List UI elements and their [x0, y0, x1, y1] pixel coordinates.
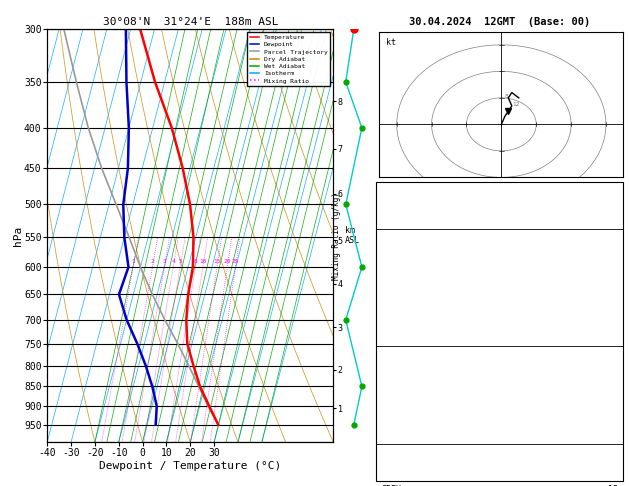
- Text: CAPE (J): CAPE (J): [381, 421, 421, 430]
- Text: CIN (J): CIN (J): [381, 438, 416, 447]
- Text: Pressure (mb): Pressure (mb): [381, 368, 446, 377]
- Text: 12: 12: [608, 467, 618, 476]
- Text: 4: 4: [613, 403, 618, 412]
- Text: Most Unstable: Most Unstable: [467, 353, 532, 363]
- Text: Totals Totals: Totals Totals: [381, 206, 446, 215]
- Text: SREH: SREH: [381, 485, 401, 486]
- Text: 3.6: 3.6: [603, 269, 618, 278]
- Text: 43: 43: [608, 206, 618, 215]
- X-axis label: Dewpoint / Temperature (°C): Dewpoint / Temperature (°C): [99, 461, 281, 470]
- Legend: Temperature, Dewpoint, Parcel Trajectory, Dry Adiabat, Wet Adiabat, Isotherm, Mi: Temperature, Dewpoint, Parcel Trajectory…: [247, 32, 330, 86]
- Text: Temp (°C): Temp (°C): [381, 252, 426, 261]
- Text: Dewp (°C): Dewp (°C): [381, 269, 426, 278]
- Text: 20: 20: [223, 259, 231, 264]
- Text: 15: 15: [213, 259, 221, 264]
- Text: 0: 0: [613, 438, 618, 447]
- Text: 319: 319: [603, 386, 618, 395]
- Title: 30°08'N  31°24'E  188m ASL: 30°08'N 31°24'E 188m ASL: [103, 17, 278, 27]
- Text: 29.8: 29.8: [598, 252, 618, 261]
- Text: 4: 4: [613, 304, 618, 313]
- Text: 30.04.2024  12GMT  (Base: 00): 30.04.2024 12GMT (Base: 00): [409, 17, 590, 27]
- Text: 8: 8: [194, 259, 198, 264]
- Text: kt: kt: [386, 38, 396, 47]
- Text: -7: -7: [608, 188, 618, 197]
- Text: 2: 2: [150, 259, 154, 264]
- Text: Hodograph: Hodograph: [477, 452, 522, 461]
- Text: K: K: [381, 188, 386, 197]
- Text: 4: 4: [171, 259, 175, 264]
- Text: 8: 8: [505, 94, 509, 99]
- Text: 319: 319: [603, 287, 618, 296]
- Text: 25: 25: [231, 259, 239, 264]
- Text: PW (cm): PW (cm): [381, 223, 416, 232]
- Text: 0: 0: [613, 322, 618, 331]
- Text: Surface: Surface: [482, 237, 517, 246]
- Text: EH: EH: [381, 467, 391, 476]
- Text: Lifted Index: Lifted Index: [381, 403, 441, 412]
- Text: θᴄ (K): θᴄ (K): [381, 386, 411, 395]
- Text: 0: 0: [613, 339, 618, 348]
- Text: © weatheronline.co.uk: © weatheronline.co.uk: [451, 469, 548, 479]
- Text: 987: 987: [603, 368, 618, 377]
- Text: θᴄ(K): θᴄ(K): [381, 287, 406, 296]
- Text: 10: 10: [199, 259, 207, 264]
- Text: Lifted Index: Lifted Index: [381, 304, 441, 313]
- Text: CAPE (J): CAPE (J): [381, 322, 421, 331]
- Y-axis label: hPa: hPa: [13, 226, 23, 246]
- Text: 0: 0: [613, 421, 618, 430]
- Text: Mixing Ratio (g/kg): Mixing Ratio (g/kg): [332, 192, 341, 279]
- Text: CIN (J): CIN (J): [381, 339, 416, 348]
- Text: 1.14: 1.14: [598, 223, 618, 232]
- Text: 12: 12: [512, 102, 520, 107]
- Text: 3: 3: [162, 259, 166, 264]
- Text: 1: 1: [131, 259, 135, 264]
- Text: 15: 15: [608, 485, 618, 486]
- Text: 5: 5: [178, 259, 182, 264]
- Y-axis label: km
ASL: km ASL: [345, 226, 360, 245]
